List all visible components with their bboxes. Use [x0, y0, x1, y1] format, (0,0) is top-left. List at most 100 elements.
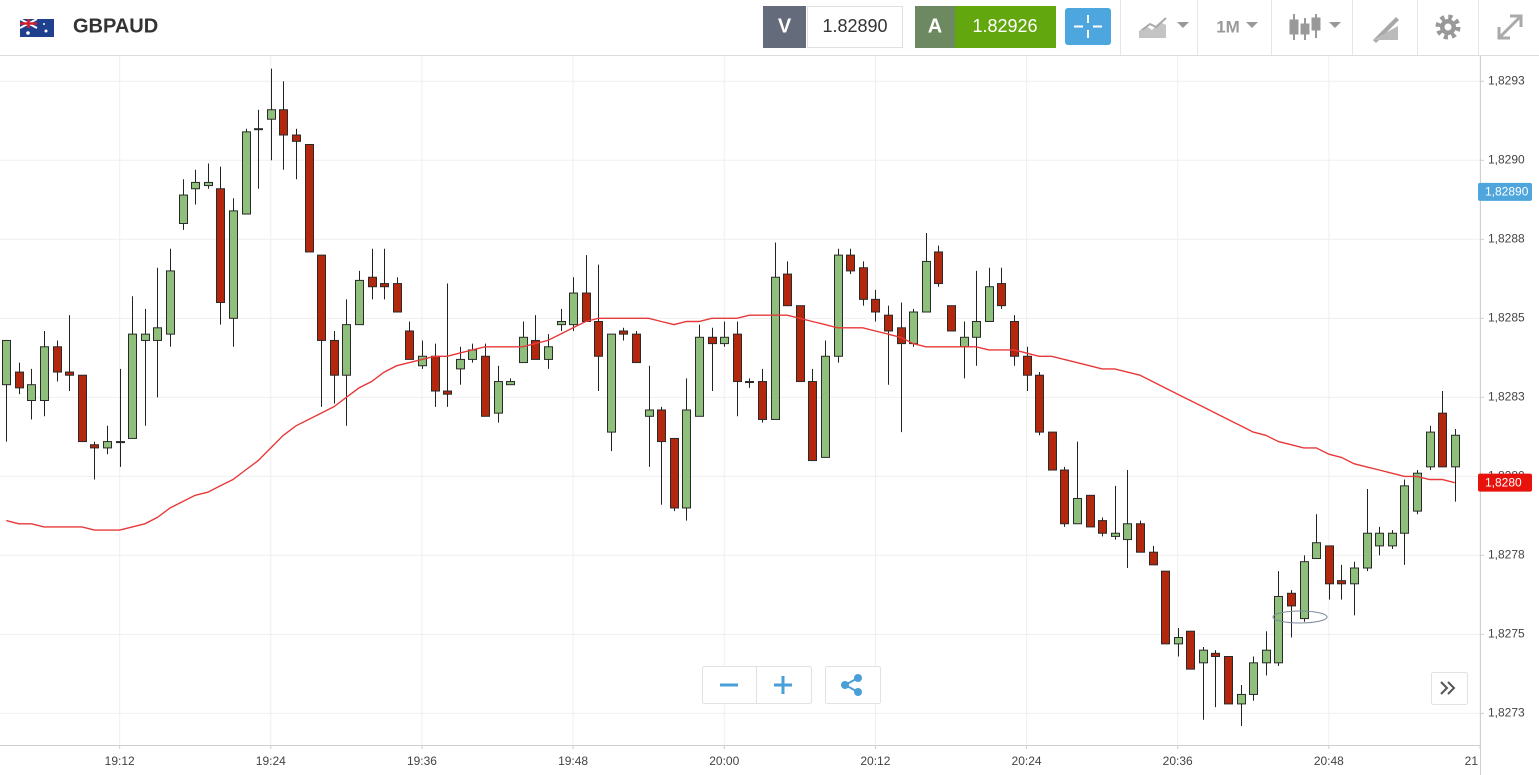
candle-body	[834, 254, 843, 357]
candle-body	[1438, 412, 1447, 468]
candle-body	[783, 273, 792, 307]
sell-price-box[interactable]	[807, 6, 903, 48]
candle-body	[645, 409, 654, 417]
candle-body	[1086, 494, 1095, 528]
candle-body	[859, 267, 868, 300]
candle-body	[657, 409, 666, 443]
timeframe[interactable]: 1M	[1216, 17, 1240, 36]
candle-body	[481, 355, 490, 417]
candle-body	[1451, 434, 1460, 468]
share-button[interactable]	[825, 666, 881, 704]
y-tick-label: 1,8290	[1488, 152, 1525, 166]
candle-body	[1337, 580, 1346, 585]
candle-body	[1413, 472, 1422, 512]
candle-body	[292, 134, 301, 142]
candle-body	[1161, 570, 1170, 645]
candle-body	[1249, 662, 1258, 695]
x-tick-label: 19:48	[558, 754, 588, 768]
candle-body	[15, 371, 24, 389]
fullscreen-icon[interactable]	[1497, 14, 1523, 40]
scroll-right-button[interactable]	[1431, 672, 1468, 705]
candle-body	[884, 314, 893, 332]
candle-body	[909, 311, 918, 345]
buy-price: 1.82926	[972, 16, 1037, 36]
candle-body	[897, 327, 906, 345]
x-tick-label: 19:36	[407, 754, 437, 768]
candle-body	[1274, 595, 1283, 664]
candle-body	[1035, 374, 1044, 433]
candle-body	[153, 327, 162, 341]
candle-body	[242, 131, 251, 215]
timeframe-caret	[1246, 22, 1258, 28]
candle-body	[494, 381, 503, 414]
crosshair-button[interactable]	[1065, 8, 1111, 45]
x-tick-label: 19:24	[256, 754, 286, 768]
candle-body	[1136, 523, 1145, 553]
sell-button[interactable]	[763, 6, 806, 48]
candle-body	[128, 333, 137, 439]
candle-body	[431, 355, 440, 392]
buy-price-box[interactable]	[955, 6, 1056, 48]
price-tag-label: 1,82890	[1485, 185, 1529, 199]
candle-body	[1262, 649, 1271, 664]
toolbar-separators	[1120, 0, 1479, 55]
candle-body	[1287, 592, 1296, 607]
candle-body	[1186, 630, 1195, 670]
candle-body	[1073, 497, 1082, 525]
candle-body	[607, 333, 616, 433]
candle-style-icon[interactable]	[1289, 14, 1341, 40]
candle-body	[1048, 431, 1057, 471]
candle-body	[796, 305, 805, 383]
candle-body	[65, 371, 74, 376]
candle-body	[934, 251, 943, 285]
candle-body	[1060, 469, 1069, 525]
candle-body	[1312, 542, 1321, 560]
candle-body	[216, 188, 225, 304]
y-tick-label: 1,8283	[1488, 390, 1525, 404]
candle-body	[531, 339, 540, 360]
candle-body	[380, 283, 389, 288]
candle-body	[179, 194, 188, 225]
candle-body	[997, 283, 1006, 307]
zoom-in[interactable]	[774, 676, 792, 694]
candle-body	[330, 339, 339, 376]
toolbar: GBPAUD V 1.82890 A 1.82926 1M	[0, 0, 1539, 56]
candle-body	[355, 279, 364, 326]
candle-body	[1123, 523, 1132, 541]
settings-icon[interactable]	[1435, 14, 1461, 40]
candle-body	[116, 441, 125, 444]
y-tick-label: 1,8278	[1488, 548, 1525, 562]
candle-body	[871, 298, 880, 313]
candle-body	[443, 390, 452, 395]
candle-body	[632, 333, 641, 364]
candle-body	[808, 381, 817, 462]
candle-body	[1426, 431, 1435, 468]
candle-body	[947, 305, 956, 332]
plot-area	[0, 56, 1481, 745]
draw-tool-icon[interactable]	[1373, 17, 1399, 43]
candle-body	[342, 324, 351, 376]
candle-body	[279, 109, 288, 136]
candle-body	[1300, 561, 1309, 620]
buy-button[interactable]	[915, 6, 955, 48]
candle-body	[1149, 551, 1158, 566]
candle-body	[405, 330, 414, 360]
x-tick-label: 19:12	[105, 754, 135, 768]
candle-body	[682, 409, 691, 509]
chart-type-icon[interactable]	[1139, 17, 1189, 38]
candle-body	[1211, 652, 1220, 658]
sell-label: V	[778, 15, 792, 37]
candle-body	[594, 320, 603, 357]
candle-body	[2, 339, 11, 386]
y-tick-label: 1,8285	[1488, 310, 1525, 324]
candle-body	[141, 333, 150, 341]
candle-body	[519, 336, 528, 364]
candle-body	[1237, 693, 1246, 705]
x-tick-label: 21	[1465, 754, 1479, 768]
candle-body	[569, 292, 578, 326]
candle-body	[544, 346, 553, 360]
candle-body	[557, 320, 566, 326]
candle-body	[191, 181, 200, 190]
x-tick-label: 20:48	[1314, 754, 1344, 768]
